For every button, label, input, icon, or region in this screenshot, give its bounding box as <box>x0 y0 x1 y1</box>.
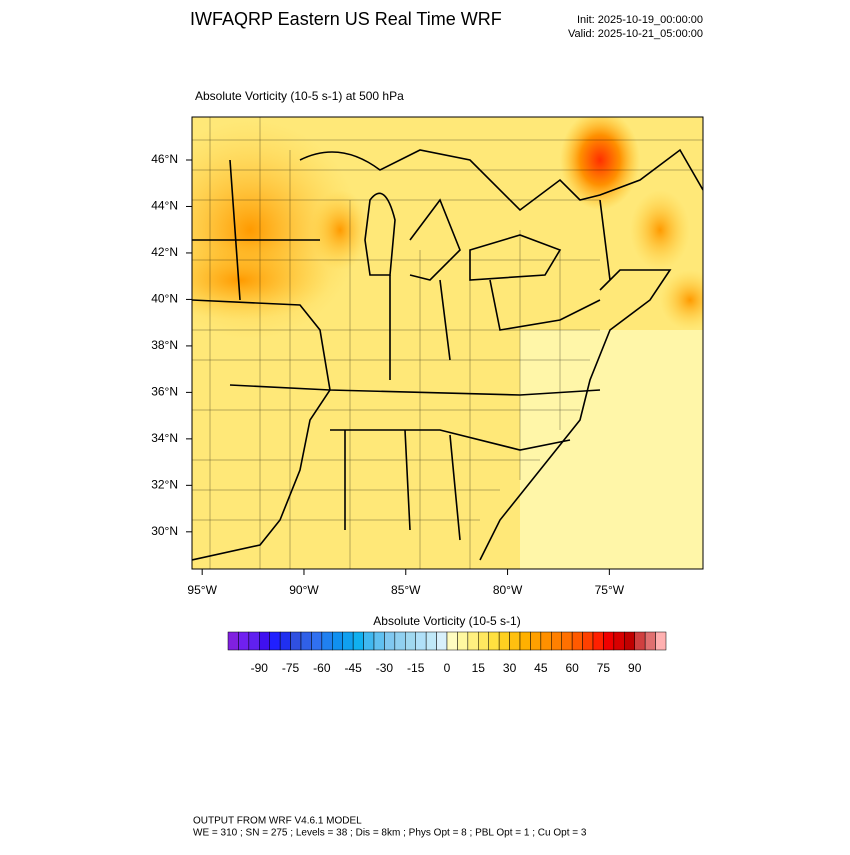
colorbar-swatch <box>624 631 635 651</box>
colorbar-tick-label: -90 <box>251 661 269 675</box>
colorbar-swatch <box>321 631 333 651</box>
y-tick-label: 40°N <box>151 292 178 306</box>
colorbar-swatch <box>415 631 427 651</box>
colorbar-swatch <box>582 631 594 651</box>
colorbar-swatch <box>634 631 646 651</box>
colorbar-swatch <box>238 631 250 651</box>
colorbar-swatch <box>425 631 437 651</box>
colorbar-swatch <box>290 631 302 651</box>
colorbar-swatch <box>519 631 531 651</box>
y-tick-label: 36°N <box>151 385 178 399</box>
colorbar-swatch <box>603 631 615 651</box>
colorbar-swatch <box>436 631 448 651</box>
colorbar-swatch <box>300 631 312 651</box>
colorbar-title: Absolute Vorticity (10-5 s-1) <box>373 614 520 628</box>
y-tick-label: 42°N <box>151 245 178 259</box>
init-time: Init: 2025-10-19_00:00:00 <box>577 14 703 26</box>
colorbar-swatch <box>530 631 542 651</box>
colorbar-swatch <box>446 631 458 651</box>
colorbar-tick-label: -60 <box>313 661 331 675</box>
y-tick-label: 38°N <box>151 338 178 352</box>
colorbar-tick-label: 45 <box>534 661 548 675</box>
colorbar-swatch <box>384 631 396 651</box>
colorbar-swatch <box>394 631 406 651</box>
title: IWFAQRP Eastern US Real Time WRF <box>190 9 502 29</box>
colorbar-swatch <box>259 631 270 651</box>
x-tick-label: 95°W <box>187 583 217 597</box>
y-tick-label: 34°N <box>151 431 178 445</box>
colorbar-swatch <box>467 631 479 651</box>
colorbar-swatch <box>498 631 510 651</box>
colorbar-swatch <box>342 631 354 651</box>
colorbar-swatch <box>571 631 583 651</box>
colorbar-swatch <box>363 631 375 651</box>
colorbar-swatch <box>561 631 573 651</box>
colorbar-swatch <box>269 631 281 651</box>
map-field <box>192 117 703 569</box>
colorbar-swatch <box>540 631 552 651</box>
colorbar-tick-label: -30 <box>376 661 394 675</box>
colorbar-tick-label: 30 <box>503 661 517 675</box>
y-tick-label: 30°N <box>151 524 178 538</box>
x-tick-label: 75°W <box>595 583 625 597</box>
colorbar-tick-label: -15 <box>407 661 425 675</box>
x-tick-label: 85°W <box>391 583 421 597</box>
map-frame <box>191 116 704 570</box>
colorbar-swatch <box>644 631 656 651</box>
colorbar-tick-label: -45 <box>344 661 362 675</box>
y-tick-label: 32°N <box>151 478 178 492</box>
colorbar-tick-label: 75 <box>597 661 611 675</box>
colorbar-swatch <box>405 631 416 651</box>
colorbar-swatch <box>488 631 500 651</box>
colorbar-swatch <box>613 631 625 651</box>
x-tick-label: 90°W <box>289 583 319 597</box>
colorbar-tick-label: 0 <box>444 661 451 675</box>
footer-line: WE = 310 ; SN = 275 ; Levels = 38 ; Dis … <box>193 828 587 839</box>
colorbar-tick-label: 60 <box>565 661 579 675</box>
colorbar-tick-label: -75 <box>282 661 300 675</box>
colorbar-swatch <box>551 631 562 651</box>
colorbar-swatch <box>373 631 385 651</box>
colorbar-swatch <box>279 631 291 651</box>
colorbar-swatch <box>478 631 489 651</box>
colorbar-swatch <box>655 631 667 651</box>
x-tick-label: 80°W <box>493 583 523 597</box>
colorbar-swatch <box>592 631 604 651</box>
colorbar-swatch <box>352 631 364 651</box>
colorbar-swatch <box>248 631 260 651</box>
footer-line: OUTPUT FROM WRF V4.6.1 MODEL <box>193 816 362 827</box>
y-tick-label: 44°N <box>151 199 178 213</box>
colorbar-swatch <box>509 631 521 651</box>
colorbar: -90 -75 -60 -45 -30 -15 0 15 30 45 60 75 90 <box>227 631 667 675</box>
colorbar-swatch <box>311 631 323 651</box>
subtitle: Absolute Vorticity (10-5 s-1) at 500 hPa <box>195 89 404 103</box>
y-tick-label: 46°N <box>151 152 178 166</box>
colorbar-tick-label: 15 <box>472 661 486 675</box>
colorbar-swatch <box>332 631 343 651</box>
colorbar-tick-label: 90 <box>628 661 642 675</box>
colorbar-swatch <box>457 631 469 651</box>
valid-time: Valid: 2025-10-21_05:00:00 <box>568 28 703 40</box>
colorbar-swatch <box>227 631 239 651</box>
